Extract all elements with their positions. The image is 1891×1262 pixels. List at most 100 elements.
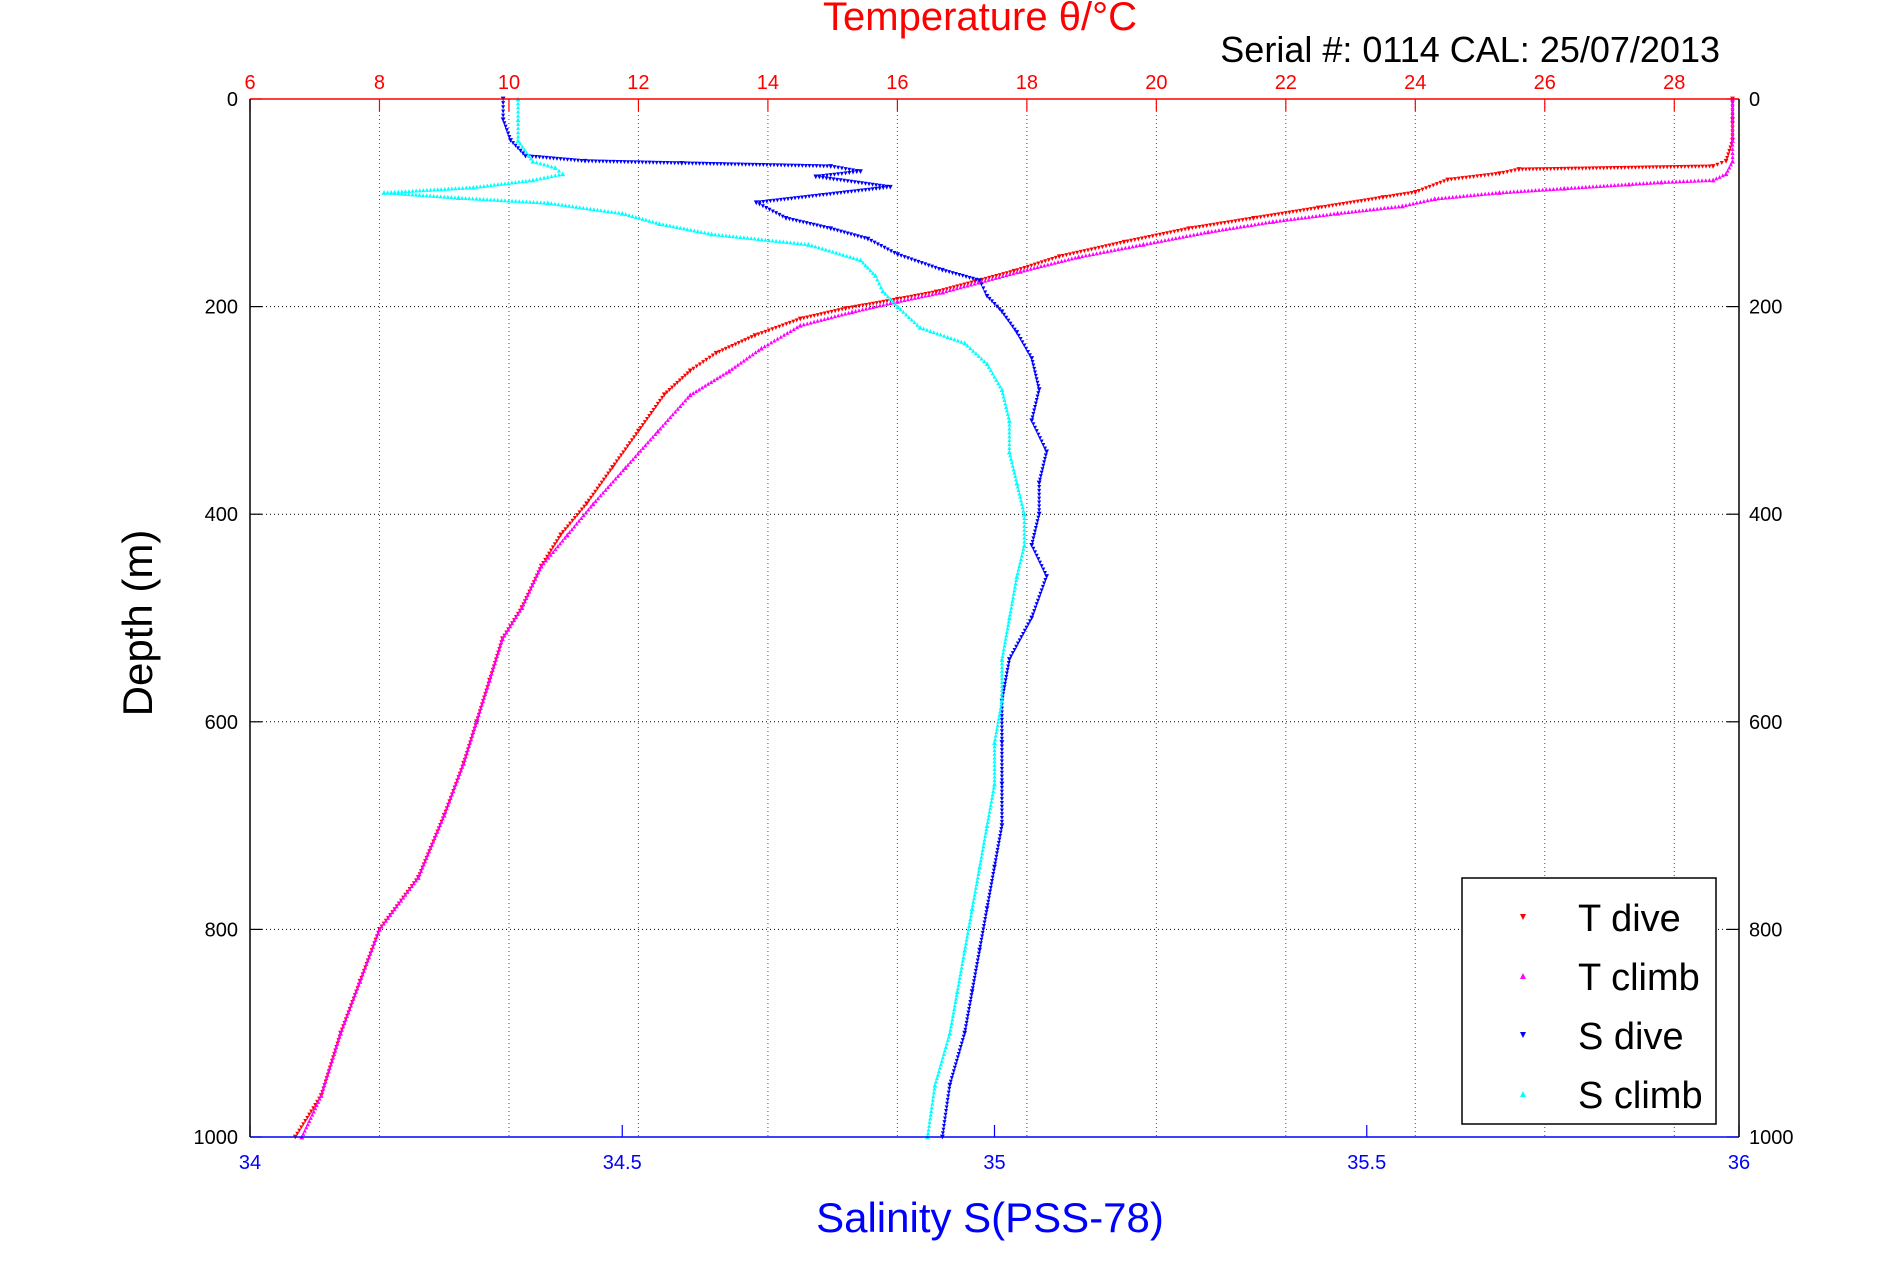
trace-marker <box>1037 500 1042 505</box>
trace-marker <box>1626 165 1631 170</box>
trace-marker <box>986 899 991 904</box>
trace-marker <box>575 513 580 518</box>
trace-marker <box>570 518 575 523</box>
trace-marker <box>1018 494 1023 499</box>
trace-marker <box>383 918 388 923</box>
data-point <box>1497 190 1502 195</box>
trace-marker <box>1024 346 1029 351</box>
trace-marker <box>417 192 422 197</box>
trace-marker <box>831 191 836 196</box>
data-point <box>1497 171 1502 177</box>
trace-marker <box>788 328 793 333</box>
trace-marker <box>601 477 606 482</box>
trace-marker <box>1018 498 1023 503</box>
trace-marker <box>775 198 780 203</box>
trace-marker <box>909 294 914 299</box>
trace-marker <box>870 182 875 187</box>
trace-marker <box>503 124 508 129</box>
trace-marker <box>720 348 725 353</box>
trace-marker <box>927 1120 932 1125</box>
trace-marker <box>757 162 762 167</box>
trace-marker <box>462 757 467 762</box>
trace-marker <box>1173 236 1178 241</box>
data-point <box>1014 480 1020 486</box>
trace-marker <box>1531 167 1536 172</box>
trace-marker <box>825 164 830 169</box>
trace-marker <box>1144 241 1149 246</box>
trace-marker <box>1385 205 1390 210</box>
trace-marker <box>958 283 963 288</box>
trace-marker <box>522 599 527 604</box>
trace-marker <box>933 1079 938 1084</box>
trace-marker <box>1312 206 1317 211</box>
trace-marker <box>1242 224 1247 229</box>
trace-marker <box>1031 546 1036 551</box>
trace-marker <box>1031 363 1036 368</box>
trace-marker <box>992 774 997 779</box>
trace-marker <box>403 189 408 194</box>
trace-marker <box>1037 488 1042 493</box>
data-point <box>1205 229 1211 235</box>
data-point <box>381 190 387 195</box>
legend-box <box>1461 877 1717 1125</box>
trace-marker <box>473 723 478 728</box>
trace-marker <box>990 276 995 281</box>
trace-marker <box>526 153 531 158</box>
trace-marker <box>1073 255 1078 260</box>
trace-marker <box>1544 187 1549 192</box>
trace-marker <box>1219 221 1224 226</box>
trace-marker <box>795 325 800 330</box>
trace-marker <box>516 113 521 118</box>
trace-marker <box>1032 366 1037 371</box>
trace-marker <box>604 159 609 164</box>
trace-marker <box>528 586 533 591</box>
trace-marker <box>788 240 793 245</box>
trace-marker <box>759 237 764 242</box>
x-tick-label-top: 8 <box>374 72 385 94</box>
trace-marker <box>796 163 801 168</box>
trace-marker <box>832 314 837 319</box>
trace-marker <box>673 409 678 414</box>
trace-marker <box>439 819 444 824</box>
trace-marker <box>949 1020 954 1025</box>
trace-marker <box>1022 265 1027 270</box>
trace-marker <box>830 249 835 254</box>
trace-marker <box>549 548 554 553</box>
trace-marker <box>547 551 552 556</box>
trace-marker <box>824 176 829 181</box>
trace-marker <box>743 162 748 167</box>
trace-marker <box>1590 184 1595 189</box>
trace-marker <box>973 968 978 973</box>
trace-marker <box>1350 209 1355 214</box>
data-point <box>999 781 1005 787</box>
trace-marker <box>333 1048 338 1053</box>
data-point <box>932 1082 938 1088</box>
trace-marker <box>502 198 507 203</box>
trace-marker <box>1439 195 1444 200</box>
data-point <box>623 465 628 470</box>
trace-marker <box>518 141 523 146</box>
trace-marker <box>685 395 690 400</box>
trace-marker <box>874 183 879 188</box>
trace-marker <box>845 190 850 195</box>
trace-marker <box>520 179 525 184</box>
trace-marker <box>972 975 977 980</box>
trace-marker <box>958 285 963 290</box>
trace-marker <box>667 223 672 228</box>
trace-marker <box>1005 411 1010 416</box>
trace-marker <box>954 993 959 998</box>
trace-marker <box>1195 231 1200 236</box>
x-tick-label-top: 14 <box>757 72 779 94</box>
trace-marker <box>877 303 882 308</box>
trace-marker <box>960 1038 965 1043</box>
trace-marker <box>1260 221 1265 226</box>
trace-marker <box>1022 519 1027 524</box>
trace-marker <box>828 173 833 178</box>
trace-marker <box>803 163 808 168</box>
trace-marker <box>943 1045 948 1050</box>
trace-marker <box>957 979 962 984</box>
trace-marker <box>467 185 472 190</box>
trace-marker <box>527 199 532 204</box>
trace-marker <box>849 189 854 194</box>
trace-marker <box>311 1106 316 1111</box>
